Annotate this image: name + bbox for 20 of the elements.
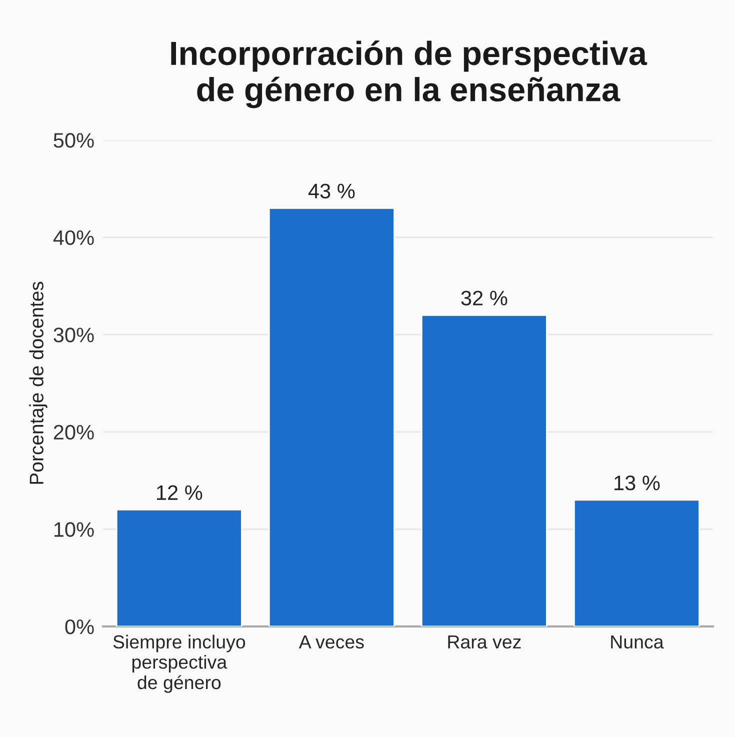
x-tick-label: Rara vez [448, 635, 521, 649]
x-tick-label: Siempre incluyo perspectiva de género [113, 634, 246, 693]
bar [116, 509, 242, 626]
x-tick-label: Nunca [611, 635, 664, 649]
bar [573, 499, 700, 626]
data-label: 13 % [614, 476, 660, 490]
y-tick-label: 30% [54, 328, 94, 342]
data-label: 32 % [461, 290, 508, 306]
bar [420, 314, 548, 626]
data-label: 12 % [157, 485, 202, 500]
y-tick-label: 20% [54, 424, 94, 440]
y-tick-label: 40% [53, 230, 94, 246]
data-label: 43 % [308, 184, 355, 198]
x-tick-label: A veces [298, 635, 364, 649]
bar [268, 207, 395, 626]
y-tick-label: 10% [54, 522, 94, 537]
y-tick-label: 0% [65, 619, 94, 634]
y-tick-label: 50% [54, 133, 94, 148]
y-axis-title: Porcentaje de docentes [29, 282, 48, 484]
chart-title: Incorporración de perspectiva de género en la enseñanza [171, 40, 648, 108]
